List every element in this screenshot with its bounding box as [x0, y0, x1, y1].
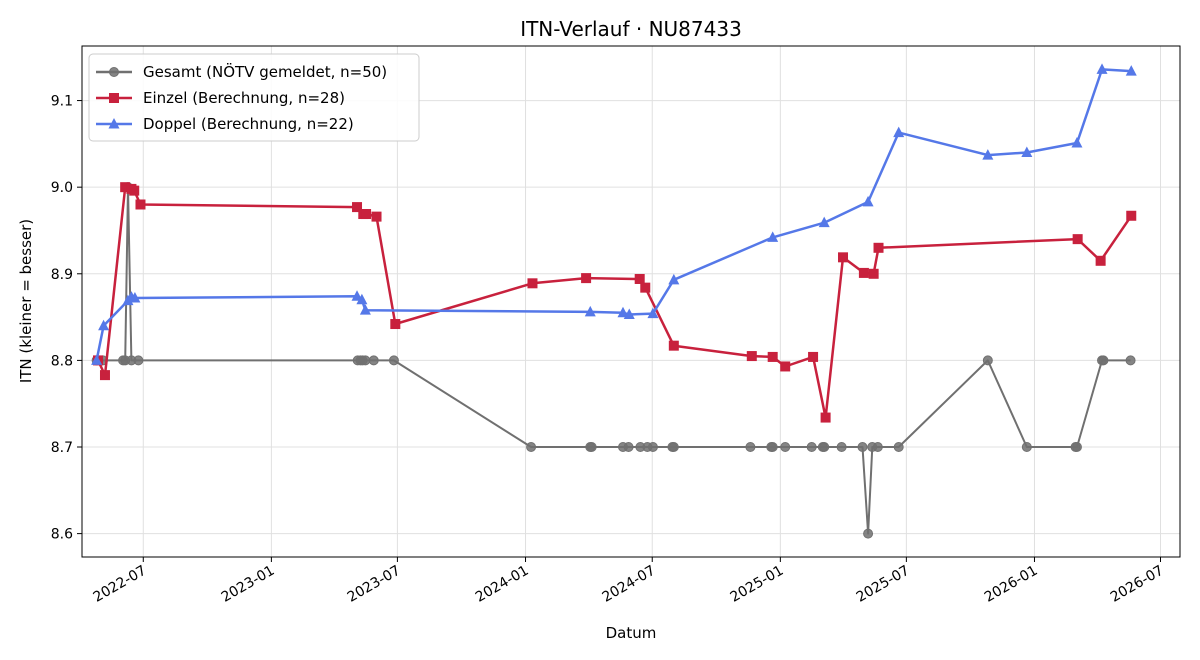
data-point-gesamt [1071, 442, 1082, 453]
data-point-gesamt [586, 442, 597, 453]
data-point-einzel [808, 351, 819, 362]
series-gesamt [91, 182, 1136, 539]
data-point-einzel [129, 185, 140, 196]
y-tick-label: 9.0 [51, 180, 73, 196]
data-point-einzel [390, 319, 401, 330]
data-point-gesamt [836, 442, 847, 453]
y-tick-label: 9.1 [51, 94, 73, 110]
data-point-einzel [361, 209, 372, 220]
data-point-einzel [780, 361, 791, 372]
data-point-gesamt [745, 442, 756, 453]
legend-marker-doppel [108, 118, 120, 129]
data-point-einzel [668, 340, 679, 351]
data-point-doppel [647, 307, 659, 319]
data-point-gesamt [872, 442, 883, 453]
x-axis-label: Datum [606, 624, 657, 642]
data-point-doppel [1071, 137, 1083, 148]
data-point-doppel [982, 149, 994, 160]
data-point-gesamt [780, 442, 791, 453]
data-point-gesamt [857, 442, 868, 453]
data-point-einzel [640, 282, 651, 293]
data-point-einzel [634, 273, 645, 284]
data-point-einzel [99, 370, 110, 381]
data-point-gesamt [133, 355, 144, 366]
plot-frame [81, 45, 1181, 558]
y-axis: 8.6 8.7 8.8 8.9 9.0 9.1 [51, 94, 82, 543]
data-point-doppel [1096, 63, 1108, 74]
legend-marker-gesamt [109, 67, 119, 77]
data-point-doppel [862, 195, 874, 207]
data-point-einzel [1126, 210, 1137, 221]
legend-label-gesamt: Gesamt (NÖTV gemeldet, n=50) [143, 62, 387, 81]
data-point-gesamt [360, 355, 371, 366]
data-point-einzel [371, 211, 382, 222]
data-point-gesamt [806, 442, 817, 453]
data-point-doppel [356, 293, 368, 305]
data-point-gesamt [1021, 442, 1032, 453]
data-point-gesamt [893, 442, 904, 453]
data-point-gesamt [1125, 355, 1136, 366]
data-point-gesamt [526, 442, 537, 453]
series-layer [91, 63, 1137, 539]
data-point-einzel [581, 273, 592, 284]
y-tick-label: 8.8 [51, 353, 73, 369]
data-point-einzel [820, 412, 831, 423]
y-tick-label: 8.6 [51, 527, 73, 543]
chart-title: ITN-Verlauf · NU87433 [520, 17, 742, 41]
data-point-einzel [868, 268, 879, 279]
series-doppel [91, 63, 1137, 365]
data-point-doppel [129, 292, 141, 303]
data-point-gesamt [388, 355, 399, 366]
data-point-einzel [873, 242, 884, 253]
data-point-gesamt [819, 442, 830, 453]
data-point-gesamt [668, 442, 679, 453]
data-point-gesamt [863, 528, 874, 539]
data-point-doppel [818, 216, 830, 228]
data-point-einzel [1072, 234, 1083, 245]
data-point-doppel [1125, 65, 1137, 76]
data-point-einzel [120, 182, 131, 193]
y-tick-label: 8.9 [51, 267, 73, 283]
data-point-gesamt [767, 442, 778, 453]
data-point-doppel [767, 231, 779, 242]
data-point-einzel [767, 351, 778, 362]
data-point-einzel [858, 267, 869, 278]
data-point-einzel [352, 202, 363, 213]
legend-box [88, 53, 420, 142]
data-point-doppel [98, 319, 110, 331]
legend-label-doppel: Doppel (Berechnung, n=22) [143, 115, 354, 133]
data-point-doppel [91, 354, 103, 365]
data-point-gesamt [623, 442, 634, 453]
data-point-einzel [1095, 255, 1106, 266]
data-point-gesamt [368, 355, 379, 366]
data-point-gesamt [647, 442, 658, 453]
y-tick-label: 8.7 [51, 440, 73, 456]
data-point-einzel [135, 199, 146, 210]
y-axis-label: ITN (kleiner = besser) [17, 219, 35, 383]
data-point-doppel [1021, 146, 1033, 158]
legend-marker-einzel [109, 93, 119, 103]
data-point-einzel [838, 252, 849, 263]
data-point-doppel [359, 304, 371, 315]
data-point-einzel [746, 351, 757, 362]
data-point-doppel [893, 126, 905, 138]
data-point-gesamt [982, 355, 993, 366]
data-point-doppel [584, 305, 596, 317]
data-point-einzel [527, 278, 538, 289]
data-point-doppel [623, 308, 635, 319]
legend: Gesamt (NÖTV gemeldet, n=50) Einzel (Bere… [88, 53, 420, 142]
data-point-doppel [617, 306, 629, 318]
data-point-gesamt [1098, 355, 1109, 366]
series-einzel [93, 182, 1137, 423]
data-point-doppel [668, 273, 680, 285]
legend-label-einzel: Einzel (Berechnung, n=28) [143, 89, 345, 107]
